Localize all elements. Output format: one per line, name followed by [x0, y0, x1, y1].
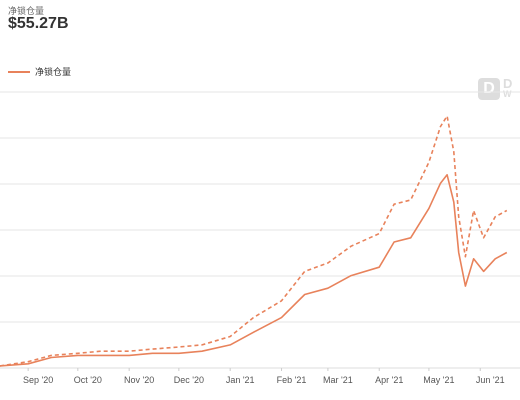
metric-label: 净锁仓量: [8, 6, 45, 16]
x-tick-label: Feb '21: [277, 375, 307, 385]
x-tick-label: Dec '20: [174, 375, 204, 385]
watermark-icon: D: [478, 78, 500, 100]
x-tick-label: May '21: [423, 375, 454, 385]
legend-label: 净锁仓量: [35, 67, 72, 77]
x-tick-label: Apr '21: [375, 375, 403, 385]
watermark-line1: D: [503, 76, 513, 91]
series-line-1: [0, 115, 508, 367]
x-tick-label: Jan '21: [226, 375, 255, 385]
watermark-line2: W: [503, 89, 512, 99]
series-line-2: [0, 174, 508, 367]
x-tick-label: Sep '20: [23, 375, 53, 385]
x-tick-label: Oct '20: [74, 375, 102, 385]
chart-legend[interactable]: 净锁仓量: [8, 65, 71, 78]
metric-value: $55.27B: [8, 15, 69, 32]
watermark-text: D W: [503, 76, 513, 100]
legend-swatch: [8, 70, 30, 73]
x-tick-label: Jun '21: [476, 375, 505, 385]
x-tick-label: Nov '20: [124, 375, 154, 385]
watermark-logo: D D W: [478, 76, 513, 100]
x-tick-label: Mar '21: [323, 375, 353, 385]
